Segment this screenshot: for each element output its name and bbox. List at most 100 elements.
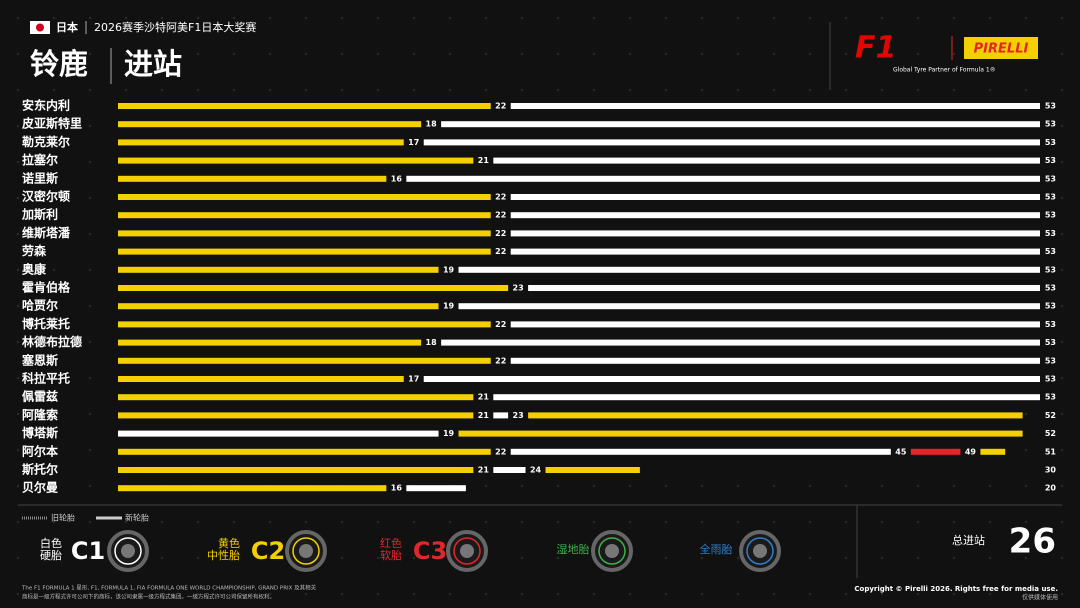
pit-lap: 22 bbox=[495, 447, 506, 456]
total-laps: 53 bbox=[1045, 302, 1056, 311]
stint-bar bbox=[118, 212, 491, 219]
driver-name: 博托莱托 bbox=[22, 316, 70, 331]
driver-name: 拉塞尔 bbox=[22, 152, 58, 167]
stint-bar bbox=[510, 321, 1040, 328]
stint-bar bbox=[118, 103, 491, 109]
driver-name: 林德布拉德 bbox=[22, 334, 82, 349]
pit-lap: 22 bbox=[495, 356, 506, 365]
pit-lap: 16 bbox=[391, 174, 403, 183]
pit-lap: 49 bbox=[965, 447, 977, 456]
stint-bar bbox=[118, 303, 439, 310]
total-laps: 30 bbox=[1045, 466, 1057, 475]
total-laps: 53 bbox=[1045, 356, 1056, 365]
stint-bar bbox=[118, 357, 491, 364]
tyre-hub bbox=[121, 544, 135, 558]
stint-bar bbox=[406, 175, 1041, 182]
stint-bar bbox=[118, 248, 491, 255]
pit-lap: 23 bbox=[513, 284, 524, 293]
stint-bar bbox=[458, 430, 1023, 437]
pit-lap: 22 bbox=[495, 211, 506, 220]
pit-lap: 22 bbox=[495, 247, 506, 256]
stint-bar bbox=[118, 230, 491, 237]
compound-name: 湿地胎 bbox=[557, 542, 590, 556]
stint-bar bbox=[118, 266, 439, 273]
driver-name: 斯托尔 bbox=[22, 462, 58, 477]
stint-bar bbox=[118, 448, 491, 455]
pit-lap: 19 bbox=[443, 429, 455, 438]
driver-name: 皮亚斯特里 bbox=[21, 116, 82, 131]
compound-name: 红色 bbox=[380, 536, 402, 550]
total-laps: 53 bbox=[1045, 338, 1056, 347]
driver-name: 汉密尔顿 bbox=[22, 189, 70, 204]
total-laps: 53 bbox=[1045, 120, 1056, 129]
stint-bar bbox=[510, 448, 891, 455]
compound-code: C3 bbox=[413, 537, 447, 565]
pit-lap: 18 bbox=[426, 120, 438, 129]
pit-lap: 19 bbox=[443, 265, 455, 274]
tagline: Global Tyre Partner of Formula 1® bbox=[893, 67, 996, 74]
total-laps: 52 bbox=[1045, 411, 1056, 420]
stint-bar bbox=[510, 212, 1040, 219]
driver-name: 哈贾尔 bbox=[22, 298, 58, 313]
stint-bar bbox=[118, 485, 387, 492]
driver-name: 霍肯伯格 bbox=[22, 280, 71, 295]
total-laps: 53 bbox=[1045, 229, 1056, 238]
pit-lap: 18 bbox=[426, 338, 438, 347]
flag-sun bbox=[36, 23, 44, 32]
driver-name: 阿隆索 bbox=[22, 407, 58, 422]
circuit: 铃鹿 bbox=[30, 47, 88, 81]
stint-bar bbox=[980, 448, 1006, 455]
total-laps: 53 bbox=[1045, 284, 1056, 293]
stint-bar bbox=[118, 430, 439, 437]
compound-name: 中性胎 bbox=[207, 548, 240, 562]
pit-lap: 24 bbox=[530, 466, 542, 475]
footer-right: Copyright © Pirelli 2026. Rights free fo… bbox=[854, 585, 1058, 593]
driver-name: 安东内利 bbox=[22, 98, 70, 113]
stint-bar bbox=[510, 357, 1040, 364]
pit-lap: 21 bbox=[478, 393, 490, 402]
driver-name: 塞恩斯 bbox=[22, 352, 58, 367]
total-laps: 53 bbox=[1045, 211, 1056, 220]
stint-bar bbox=[493, 157, 1040, 164]
total-laps: 53 bbox=[1045, 156, 1056, 165]
used-label: 旧轮胎 bbox=[51, 513, 75, 523]
stint-bar bbox=[118, 412, 474, 419]
pit-lap: 22 bbox=[495, 193, 506, 202]
pit-lap: 23 bbox=[513, 411, 524, 420]
compound-name: 软胎 bbox=[380, 548, 402, 562]
total-label: 总进站 bbox=[952, 533, 985, 547]
stint-bar bbox=[118, 175, 387, 182]
compound-name: 黄色 bbox=[218, 536, 240, 550]
stint-bar bbox=[493, 467, 526, 473]
total-laps: 53 bbox=[1045, 247, 1056, 256]
tyre-band bbox=[746, 537, 774, 565]
stint-bar bbox=[118, 157, 474, 164]
stint-bar bbox=[458, 303, 1040, 310]
driver-name: 劳森 bbox=[22, 243, 47, 258]
stint-bar bbox=[493, 412, 509, 419]
stint-bar bbox=[118, 394, 474, 401]
tyre-band bbox=[598, 537, 626, 565]
stint-bar bbox=[528, 412, 1023, 419]
pit-lap: 17 bbox=[408, 375, 419, 384]
tyre-band bbox=[292, 537, 320, 565]
total-laps: 53 bbox=[1045, 375, 1056, 384]
total-laps: 53 bbox=[1045, 138, 1056, 147]
stint-bar bbox=[118, 467, 474, 473]
tyre-hub bbox=[299, 544, 313, 558]
stint-bar bbox=[545, 467, 640, 473]
footer-left: 商标是一级方程式许可公司下的商标，该公司隶属一级方程式集团。一级方程式许可公司保… bbox=[22, 593, 275, 601]
driver-name: 科拉平托 bbox=[22, 371, 70, 386]
country: 日本 bbox=[56, 20, 78, 34]
pit-lap: 22 bbox=[495, 320, 506, 329]
compound-code: C2 bbox=[251, 537, 285, 565]
pit-lap: 22 bbox=[495, 229, 506, 238]
stint-bar bbox=[118, 376, 404, 382]
total-laps: 53 bbox=[1045, 102, 1056, 111]
driver-name: 博塔斯 bbox=[22, 425, 58, 440]
driver-name: 加斯利 bbox=[21, 207, 58, 222]
driver-name: 维斯塔潘 bbox=[22, 225, 71, 240]
tyre-hub bbox=[460, 544, 474, 558]
stint-bar bbox=[441, 121, 1040, 128]
